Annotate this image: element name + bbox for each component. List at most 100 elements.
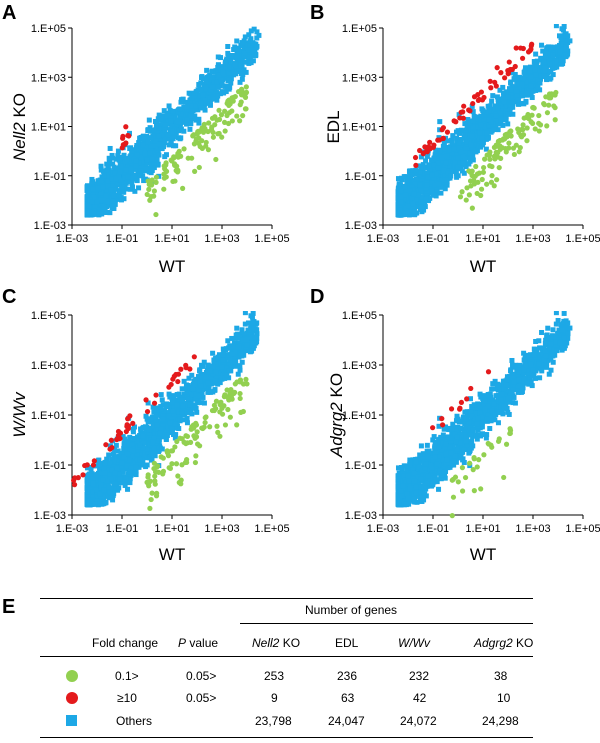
point-others: [397, 207, 403, 213]
point-others: [117, 189, 123, 195]
point-others: [143, 162, 149, 168]
point-others: [494, 94, 500, 100]
point-others: [201, 400, 207, 406]
point-others: [504, 103, 510, 109]
point-others: [407, 188, 413, 194]
point-others: [520, 93, 526, 99]
point-others: [105, 183, 111, 189]
point-others: [558, 57, 564, 63]
point-others: [470, 157, 476, 163]
point-others: [515, 101, 521, 107]
point-others: [213, 380, 219, 386]
y-tick-label: 1.E-03: [34, 510, 66, 522]
point-fold-down: [520, 127, 526, 133]
y-tick-label: 1.E-03: [345, 220, 377, 232]
point-others: [517, 75, 523, 81]
point-fold-down: [531, 105, 537, 111]
point-others: [217, 91, 223, 97]
point-others: [136, 144, 142, 150]
y-label-plain: KO: [10, 93, 29, 122]
y-tick-label: 1.E+03: [31, 360, 66, 372]
point-others: [211, 79, 217, 85]
point-others: [445, 170, 451, 176]
point-others: [441, 149, 447, 155]
point-others: [220, 69, 226, 75]
point-others: [534, 58, 540, 64]
point-fold-down: [504, 131, 510, 137]
point-fold-down: [144, 191, 150, 198]
point-others: [136, 160, 142, 166]
point-others: [413, 176, 419, 182]
point-others: [465, 117, 471, 123]
point-fold-down: [242, 94, 249, 100]
point-others: [542, 65, 548, 71]
point-fold-down: [503, 149, 509, 155]
point-fold-up: [470, 100, 476, 107]
point-others: [430, 159, 436, 165]
point-others: [499, 106, 505, 112]
point-others: [460, 160, 466, 166]
point-others: [147, 150, 153, 156]
point-others: [401, 174, 407, 180]
point-others: [433, 147, 439, 153]
point-others: [433, 187, 439, 193]
point-others: [246, 32, 252, 38]
point-fold-down: [508, 128, 514, 134]
point-others: [442, 186, 448, 192]
y-axis-label: W/Wv: [10, 391, 29, 438]
point-others: [114, 192, 120, 198]
point-others: [520, 76, 526, 82]
point-others: [424, 152, 430, 158]
point-others: [242, 321, 248, 327]
point-others: [112, 459, 118, 465]
point-others: [460, 153, 466, 159]
point-fold-down: [536, 112, 542, 119]
point-fold-down: [209, 124, 215, 130]
point-others: [406, 212, 412, 218]
point-others: [401, 189, 407, 195]
point-fold-down: [238, 99, 244, 105]
point-others: [416, 174, 422, 180]
point-others: [514, 81, 520, 87]
scatter-plots: 1.E-031.E-031.E-011.E-011.E+011.E+011.E+…: [10, 23, 600, 564]
point-fold-down: [206, 120, 212, 126]
point-others: [145, 127, 151, 133]
point-others: [398, 194, 404, 200]
point-others: [160, 402, 166, 408]
point-others: [158, 145, 164, 151]
point-others: [152, 152, 158, 158]
point-others: [193, 117, 199, 123]
point-others: [442, 164, 448, 170]
point-others: [567, 38, 573, 44]
point-others: [146, 117, 152, 123]
point-others: [135, 169, 141, 175]
point-others: [239, 43, 245, 49]
point-fold-down: [473, 163, 479, 170]
point-others: [495, 127, 501, 133]
point-others: [565, 51, 571, 57]
point-others: [189, 98, 195, 104]
point-fold-up: [493, 83, 499, 89]
point-fold-down: [506, 145, 512, 151]
point-others: [410, 187, 416, 193]
point-others: [404, 178, 410, 184]
point-others: [87, 465, 93, 471]
point-others: [514, 93, 520, 99]
point-others: [138, 154, 144, 160]
point-others: [549, 65, 555, 71]
point-others: [434, 156, 440, 162]
y-axis-label: Nell2 KO: [10, 93, 29, 161]
point-fold-down: [222, 108, 228, 114]
point-others: [412, 181, 418, 187]
point-others: [256, 32, 262, 38]
point-others: [501, 103, 507, 109]
point-fold-down: [163, 162, 169, 168]
point-others: [110, 178, 116, 184]
point-others: [196, 120, 202, 126]
point-fold-down: [205, 147, 211, 153]
point-others: [127, 158, 133, 164]
x-tick-label: 1.E-03: [56, 233, 88, 245]
point-others: [129, 180, 135, 186]
point-others: [449, 150, 455, 156]
point-others: [401, 196, 407, 202]
